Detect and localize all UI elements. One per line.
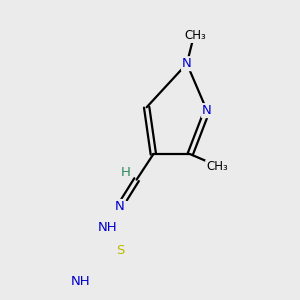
Text: CH₃: CH₃	[184, 29, 206, 42]
Text: S: S	[116, 244, 125, 257]
Text: N: N	[182, 57, 192, 70]
Text: CH₃: CH₃	[206, 160, 228, 173]
Text: N: N	[115, 200, 125, 213]
Text: H: H	[121, 167, 131, 179]
Text: NH: NH	[97, 221, 117, 234]
Text: NH: NH	[70, 275, 90, 288]
Text: N: N	[202, 104, 212, 117]
